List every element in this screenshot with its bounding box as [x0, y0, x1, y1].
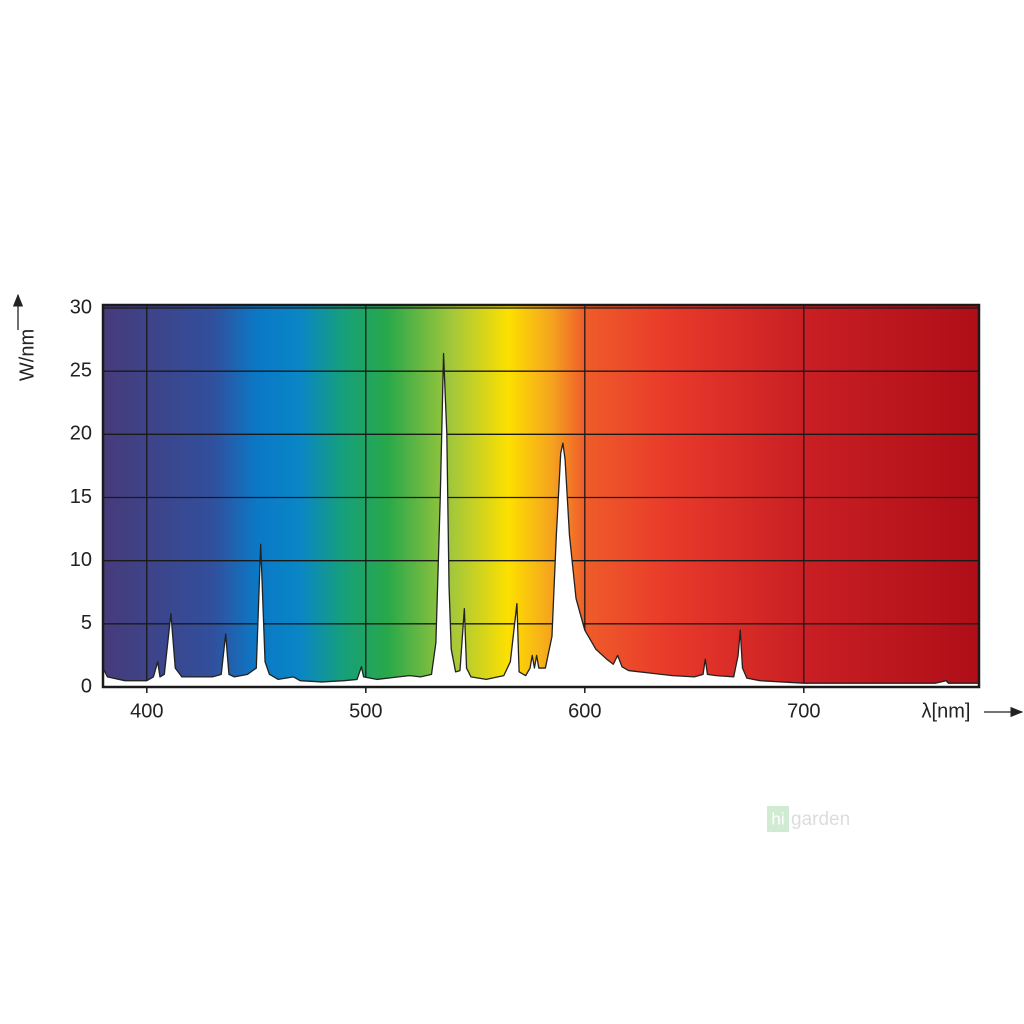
x-tick-label: 700: [787, 700, 820, 722]
y-axis-title: W/nm: [16, 329, 38, 381]
spectrum-background: [103, 305, 979, 687]
plot-frame: [101, 303, 981, 689]
y-tick-label: 5: [81, 612, 92, 634]
y-tick-label: 15: [70, 486, 92, 508]
x-tick-label: 600: [568, 700, 601, 722]
watermark: hi garden: [767, 806, 850, 832]
y-tick-label: 0: [81, 675, 92, 697]
y-tick-label: 10: [70, 549, 92, 571]
y-tick-label: 25: [70, 359, 92, 381]
x-tick-label: 400: [130, 700, 163, 722]
watermark-badge-text: hi: [771, 809, 784, 828]
x-axis-title: λ[nm]: [922, 700, 971, 722]
y-tick-label: 30: [70, 296, 92, 318]
watermark-badge: [767, 806, 789, 832]
x-tick-label: 500: [349, 700, 382, 722]
y-tick-label: 20: [70, 423, 92, 445]
spectrum-area: [102, 352, 980, 688]
watermark-text: garden: [791, 809, 850, 830]
